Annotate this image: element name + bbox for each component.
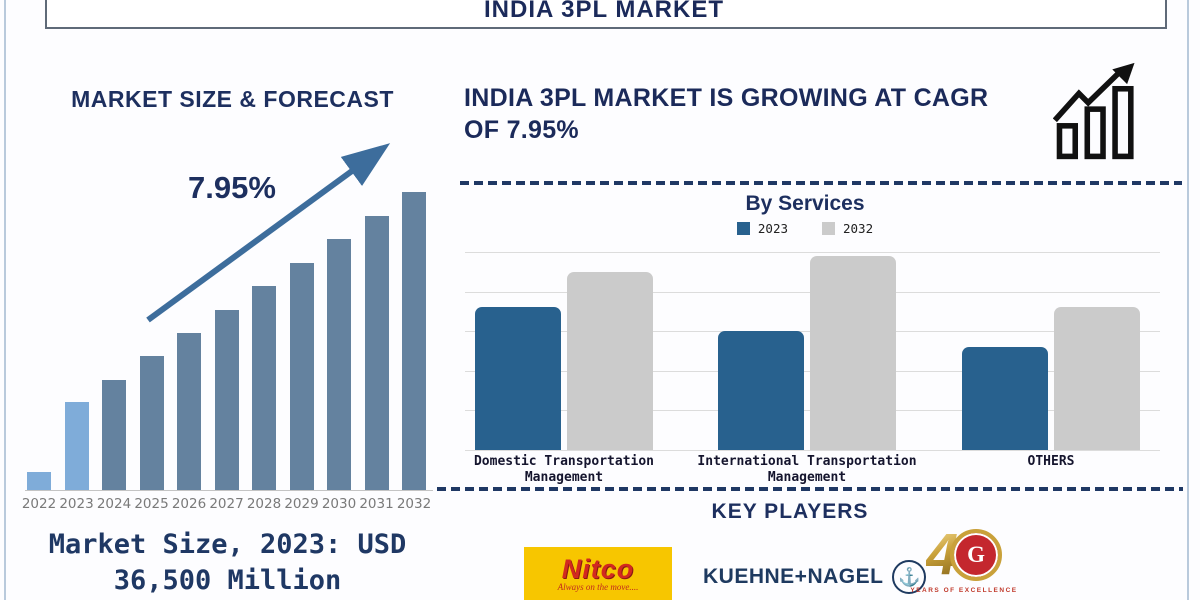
- kuehne-nagel-logo: KUEHNE+NAGEL ⚓: [703, 560, 927, 594]
- forecast-bar-chart: [25, 140, 432, 490]
- gridline: [465, 450, 1160, 451]
- kuehne-nagel-wordmark: KUEHNE+NAGEL: [703, 565, 884, 588]
- forty-years-mark: 4 G: [908, 526, 1020, 584]
- forecast-bar-2023: [64, 402, 89, 490]
- trend-arrow-icon: [146, 143, 391, 323]
- year-label-2028: 2028: [246, 496, 282, 512]
- forty-emblem-letter: G: [967, 542, 986, 567]
- forty-years-caption: YEARS OF EXCELLENCE: [910, 587, 1018, 594]
- forecast-bar-2024: [102, 380, 126, 490]
- forecast-bar-2026: [177, 333, 201, 490]
- year-label-2022: 2022: [21, 496, 57, 512]
- growth-heading-line2: OF 7.95%: [464, 116, 579, 144]
- year-label-2030: 2030: [321, 496, 357, 512]
- services-bar-2032-group2: [810, 256, 896, 450]
- market-size-line1: Market Size, 2023: USD: [48, 529, 407, 560]
- nitco-logo: Nitco Always on the move....: [524, 547, 672, 600]
- market-size-line2: 36,500 Million: [113, 565, 342, 596]
- legend-item-2032: 2032: [822, 221, 873, 236]
- anchor-icon: ⚓: [892, 560, 927, 594]
- services-category-labels: Domestic Transportation Management Intern…: [465, 454, 1160, 494]
- growth-heading-line1: INDIA 3PL MARKET IS GROWING AT CAGR: [464, 84, 989, 112]
- dashed-divider-bottom: [437, 487, 1183, 491]
- forecast-bar-2027: [214, 310, 239, 490]
- title-box: [45, 0, 1167, 29]
- legend-item-2023: 2023: [736, 221, 788, 236]
- year-label-2029: 2029: [284, 496, 319, 512]
- legend-swatch-2032: [822, 222, 835, 235]
- forty-emblem-icon: G: [950, 529, 1003, 581]
- page-title: INDIA 3PL MARKET: [483, 0, 724, 23]
- forecast-bar-2029: [289, 263, 314, 490]
- forecast-bar-2030: [327, 239, 351, 490]
- services-category-label-3: OTHERS: [1027, 454, 1075, 469]
- year-label-2025: 2025: [134, 496, 169, 512]
- page-border-right: [1187, 0, 1189, 600]
- services-category-label-1: Domestic Transportation Management: [473, 454, 654, 485]
- x-axis-line: [25, 490, 433, 491]
- legend-label-2023: 2023: [757, 221, 788, 236]
- market-size-annotation: Market Size, 2023: USD 36,500 Million: [10, 527, 445, 599]
- key-players-title: KEY PLAYERS: [711, 500, 869, 523]
- year-label-2032: 2032: [396, 496, 432, 512]
- nitco-wordmark: Nitco: [561, 553, 635, 584]
- growth-bars-arrow-icon: [1053, 62, 1135, 160]
- forecast-bar-2025: [139, 356, 164, 490]
- chart-legend: 2023 2032: [465, 221, 1145, 236]
- forecast-bar-2022: [27, 472, 51, 490]
- forecast-bar-2028: [252, 286, 276, 490]
- services-bar-2023-group3: [962, 347, 1048, 450]
- forecast-bar-2031: [364, 216, 389, 490]
- year-label-2031: 2031: [359, 496, 394, 512]
- services-category-label-2: International Transportation Management: [697, 454, 917, 485]
- year-label-2026: 2026: [171, 496, 207, 512]
- services-bar-2023-group1: [475, 307, 561, 450]
- legend-swatch-2023: [736, 222, 750, 235]
- forecast-bar-2032: [402, 192, 426, 490]
- services-bar-2032-group1: [567, 272, 653, 450]
- services-chart-title: By Services: [745, 192, 865, 215]
- forecast-chart-title: MARKET SIZE & FORECAST: [71, 86, 394, 112]
- gridline: [465, 252, 1160, 253]
- year-label-2024: 2024: [96, 496, 132, 512]
- cagr-value-label: 7.95%: [188, 170, 276, 205]
- services-bar-chart: [465, 252, 1160, 451]
- services-bar-2023-group2: [718, 331, 804, 450]
- year-label-2023: 2023: [59, 496, 94, 512]
- x-axis-labels: 2022 2023 2024 2025 2026 2027 2028 2029 2030 2031…: [22, 496, 455, 514]
- growth-heading: INDIA 3PL MARKET IS GROWING AT CAGR OF 7…: [464, 82, 1064, 146]
- page-border-left: [4, 0, 6, 600]
- year-label-2027: 2027: [209, 496, 244, 512]
- forty-years-logo: 4 G YEARS OF EXCELLENCE: [908, 526, 1020, 595]
- services-bar-2032-group3: [1054, 307, 1140, 450]
- legend-label-2032: 2032: [843, 221, 874, 236]
- nitco-tagline: Always on the move....: [557, 581, 639, 592]
- dashed-divider-top: [460, 181, 1182, 185]
